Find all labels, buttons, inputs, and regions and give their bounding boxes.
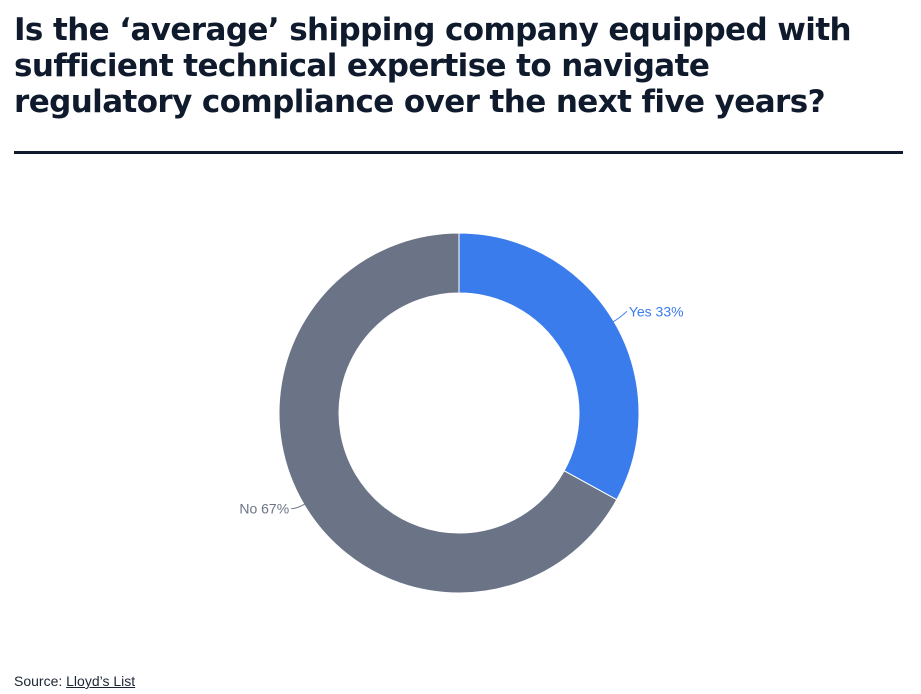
chart-title: Is the ‘average’ shipping company equipp… xyxy=(14,12,852,120)
donut-slices xyxy=(278,232,640,594)
leader-line-yes xyxy=(611,310,628,324)
source-note: Source: Lloyd’s List xyxy=(14,673,135,689)
source-link[interactable]: Lloyd’s List xyxy=(66,673,136,689)
slice-labels: Yes 33% No 67% xyxy=(239,303,683,516)
slice-no xyxy=(278,232,618,594)
leader-line-no xyxy=(291,502,307,510)
donut-chart: Yes 33% No 67% xyxy=(239,232,684,594)
slice-label-no: No 67% xyxy=(239,501,289,517)
title-divider xyxy=(14,151,903,154)
source-prefix: Source: xyxy=(14,673,63,689)
slice-yes xyxy=(458,232,640,501)
slice-label-yes: Yes 33% xyxy=(629,303,684,319)
